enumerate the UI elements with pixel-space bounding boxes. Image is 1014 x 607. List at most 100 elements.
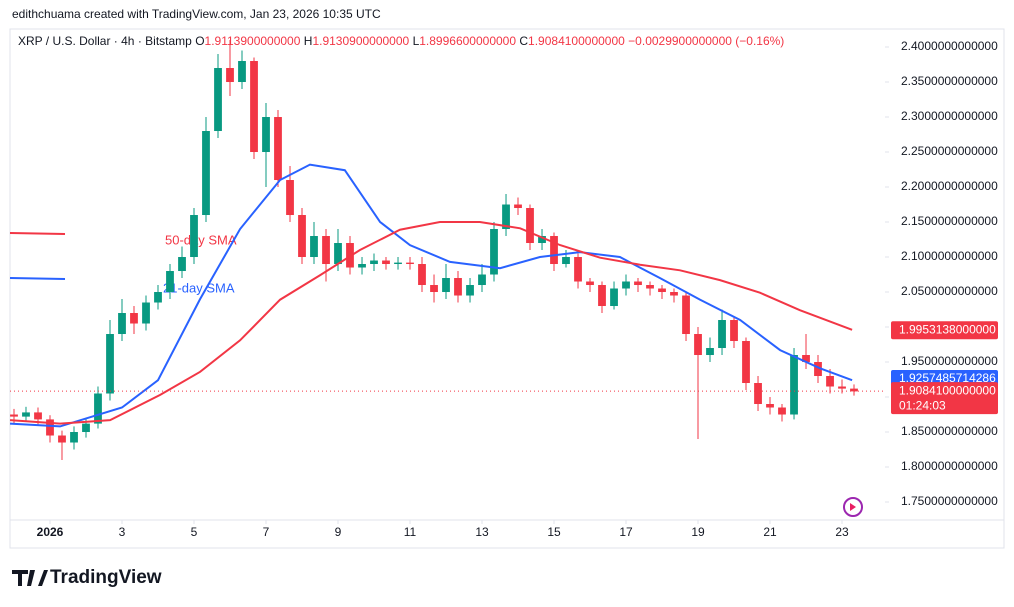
candle-body — [166, 271, 174, 293]
candle-body — [286, 180, 294, 216]
legend-text: 1.9130900000000 — [312, 34, 410, 48]
candle-body — [34, 412, 42, 420]
legend-text: 1.9084100000000 — [528, 34, 625, 48]
candle-body — [706, 348, 714, 356]
x-tick-label: 23 — [835, 525, 849, 539]
overlay-line — [9, 277, 66, 280]
countdown: 01:24:03 — [899, 398, 946, 412]
x-tick-label: 13 — [475, 525, 489, 539]
candle-body — [766, 404, 774, 408]
candle-body — [778, 407, 786, 415]
x-tick-label: 17 — [619, 525, 633, 539]
price-label: 1.9953138000000 — [899, 322, 996, 336]
candle-body — [826, 376, 834, 387]
y-tick-label: 1.7500000000000 — [901, 494, 998, 508]
sma-annotation: 21-day SMA — [163, 280, 235, 295]
candle-body — [454, 278, 462, 296]
y-tick-label: 2.1500000000000 — [901, 214, 998, 228]
candle-body — [802, 355, 810, 363]
candle-body — [466, 285, 474, 296]
y-tick-label: 2.4000000000000 — [901, 39, 998, 53]
candle-body — [190, 215, 198, 258]
candle-body — [694, 334, 702, 356]
x-tick-label: 2026 — [37, 525, 64, 539]
candle-body — [370, 260, 378, 265]
legend-text: −0.0029900000000 (−0.16%) — [628, 34, 785, 48]
candle-body — [46, 419, 54, 436]
candle-body — [118, 313, 126, 335]
candle-body — [154, 292, 162, 303]
candle-body — [238, 61, 246, 83]
candle-body — [562, 257, 570, 265]
candle-body — [226, 68, 234, 83]
x-tick-label: 11 — [404, 525, 417, 539]
candle-body — [730, 320, 738, 342]
x-tick-label: 7 — [263, 525, 270, 539]
candle-body — [754, 383, 762, 405]
candle-body — [58, 435, 66, 443]
price-label-box — [891, 382, 998, 415]
candle-body — [274, 117, 282, 181]
x-tick-label: 3 — [119, 525, 126, 539]
candle-body — [634, 281, 642, 286]
candle-body — [658, 288, 666, 293]
legend-text: 1.9113900000000 — [204, 34, 301, 48]
brand-icon — [843, 497, 863, 517]
legend-text: H — [303, 34, 313, 48]
candle-body — [622, 281, 630, 289]
x-tick-label: 15 — [547, 525, 561, 539]
candle-body — [70, 432, 78, 443]
candle-body — [298, 215, 306, 258]
y-tick-label: 1.9500000000000 — [901, 354, 998, 368]
candle-body — [106, 334, 114, 394]
y-tick-label: 2.1000000000000 — [901, 249, 998, 263]
brand: TradingView — [50, 567, 162, 588]
legend-text: 1.8996600000000 — [419, 34, 517, 48]
candle-body — [94, 393, 102, 424]
candle-body — [142, 302, 150, 324]
sma-line — [9, 163, 853, 428]
candle-body — [394, 262, 402, 265]
candle-body — [790, 355, 798, 415]
legend-text: XRP / U.S. Dollar · 4h · Bitstamp — [18, 34, 192, 48]
candle-body — [358, 264, 366, 268]
candle-body — [250, 61, 258, 153]
y-tick-label: 2.2500000000000 — [901, 144, 998, 158]
price-label-box — [891, 321, 998, 340]
candle-body — [838, 386, 846, 389]
candle-body — [682, 295, 690, 335]
price-label: 1.9257485714286 — [899, 371, 996, 385]
y-tick-label: 2.3500000000000 — [901, 74, 998, 88]
y-tick-label: 2.2000000000000 — [901, 179, 998, 193]
candle-body — [526, 208, 534, 244]
candle-body — [478, 274, 486, 286]
frame — [9, 28, 1005, 549]
sma-annotation: 50-day SMA — [165, 232, 237, 247]
candle-body — [502, 204, 510, 230]
x-tick-label: 9 — [335, 525, 342, 539]
sma-line — [9, 221, 853, 425]
price-label: 1.9084100000000 — [899, 383, 996, 397]
candle-body — [442, 278, 450, 293]
candle-body — [586, 281, 594, 286]
candle-body — [430, 285, 438, 293]
legend-text: O — [195, 34, 205, 48]
candle-body — [334, 243, 342, 265]
candle-body — [538, 236, 546, 244]
candle-body — [718, 320, 726, 349]
candle-body — [850, 388, 858, 392]
y-tick-label: 1.8500000000000 — [901, 424, 998, 438]
candle-body — [610, 288, 618, 307]
candle-body — [598, 285, 606, 307]
candle-body — [82, 423, 90, 433]
legend-text: L — [412, 34, 420, 48]
candle-body — [574, 257, 582, 282]
candle-body — [514, 204, 522, 209]
candle-body — [382, 260, 390, 265]
candle-body — [10, 414, 18, 417]
candle-body — [178, 257, 186, 272]
x-tick-label: 19 — [691, 525, 705, 539]
candle-body — [490, 229, 498, 275]
candle-body — [310, 236, 318, 258]
